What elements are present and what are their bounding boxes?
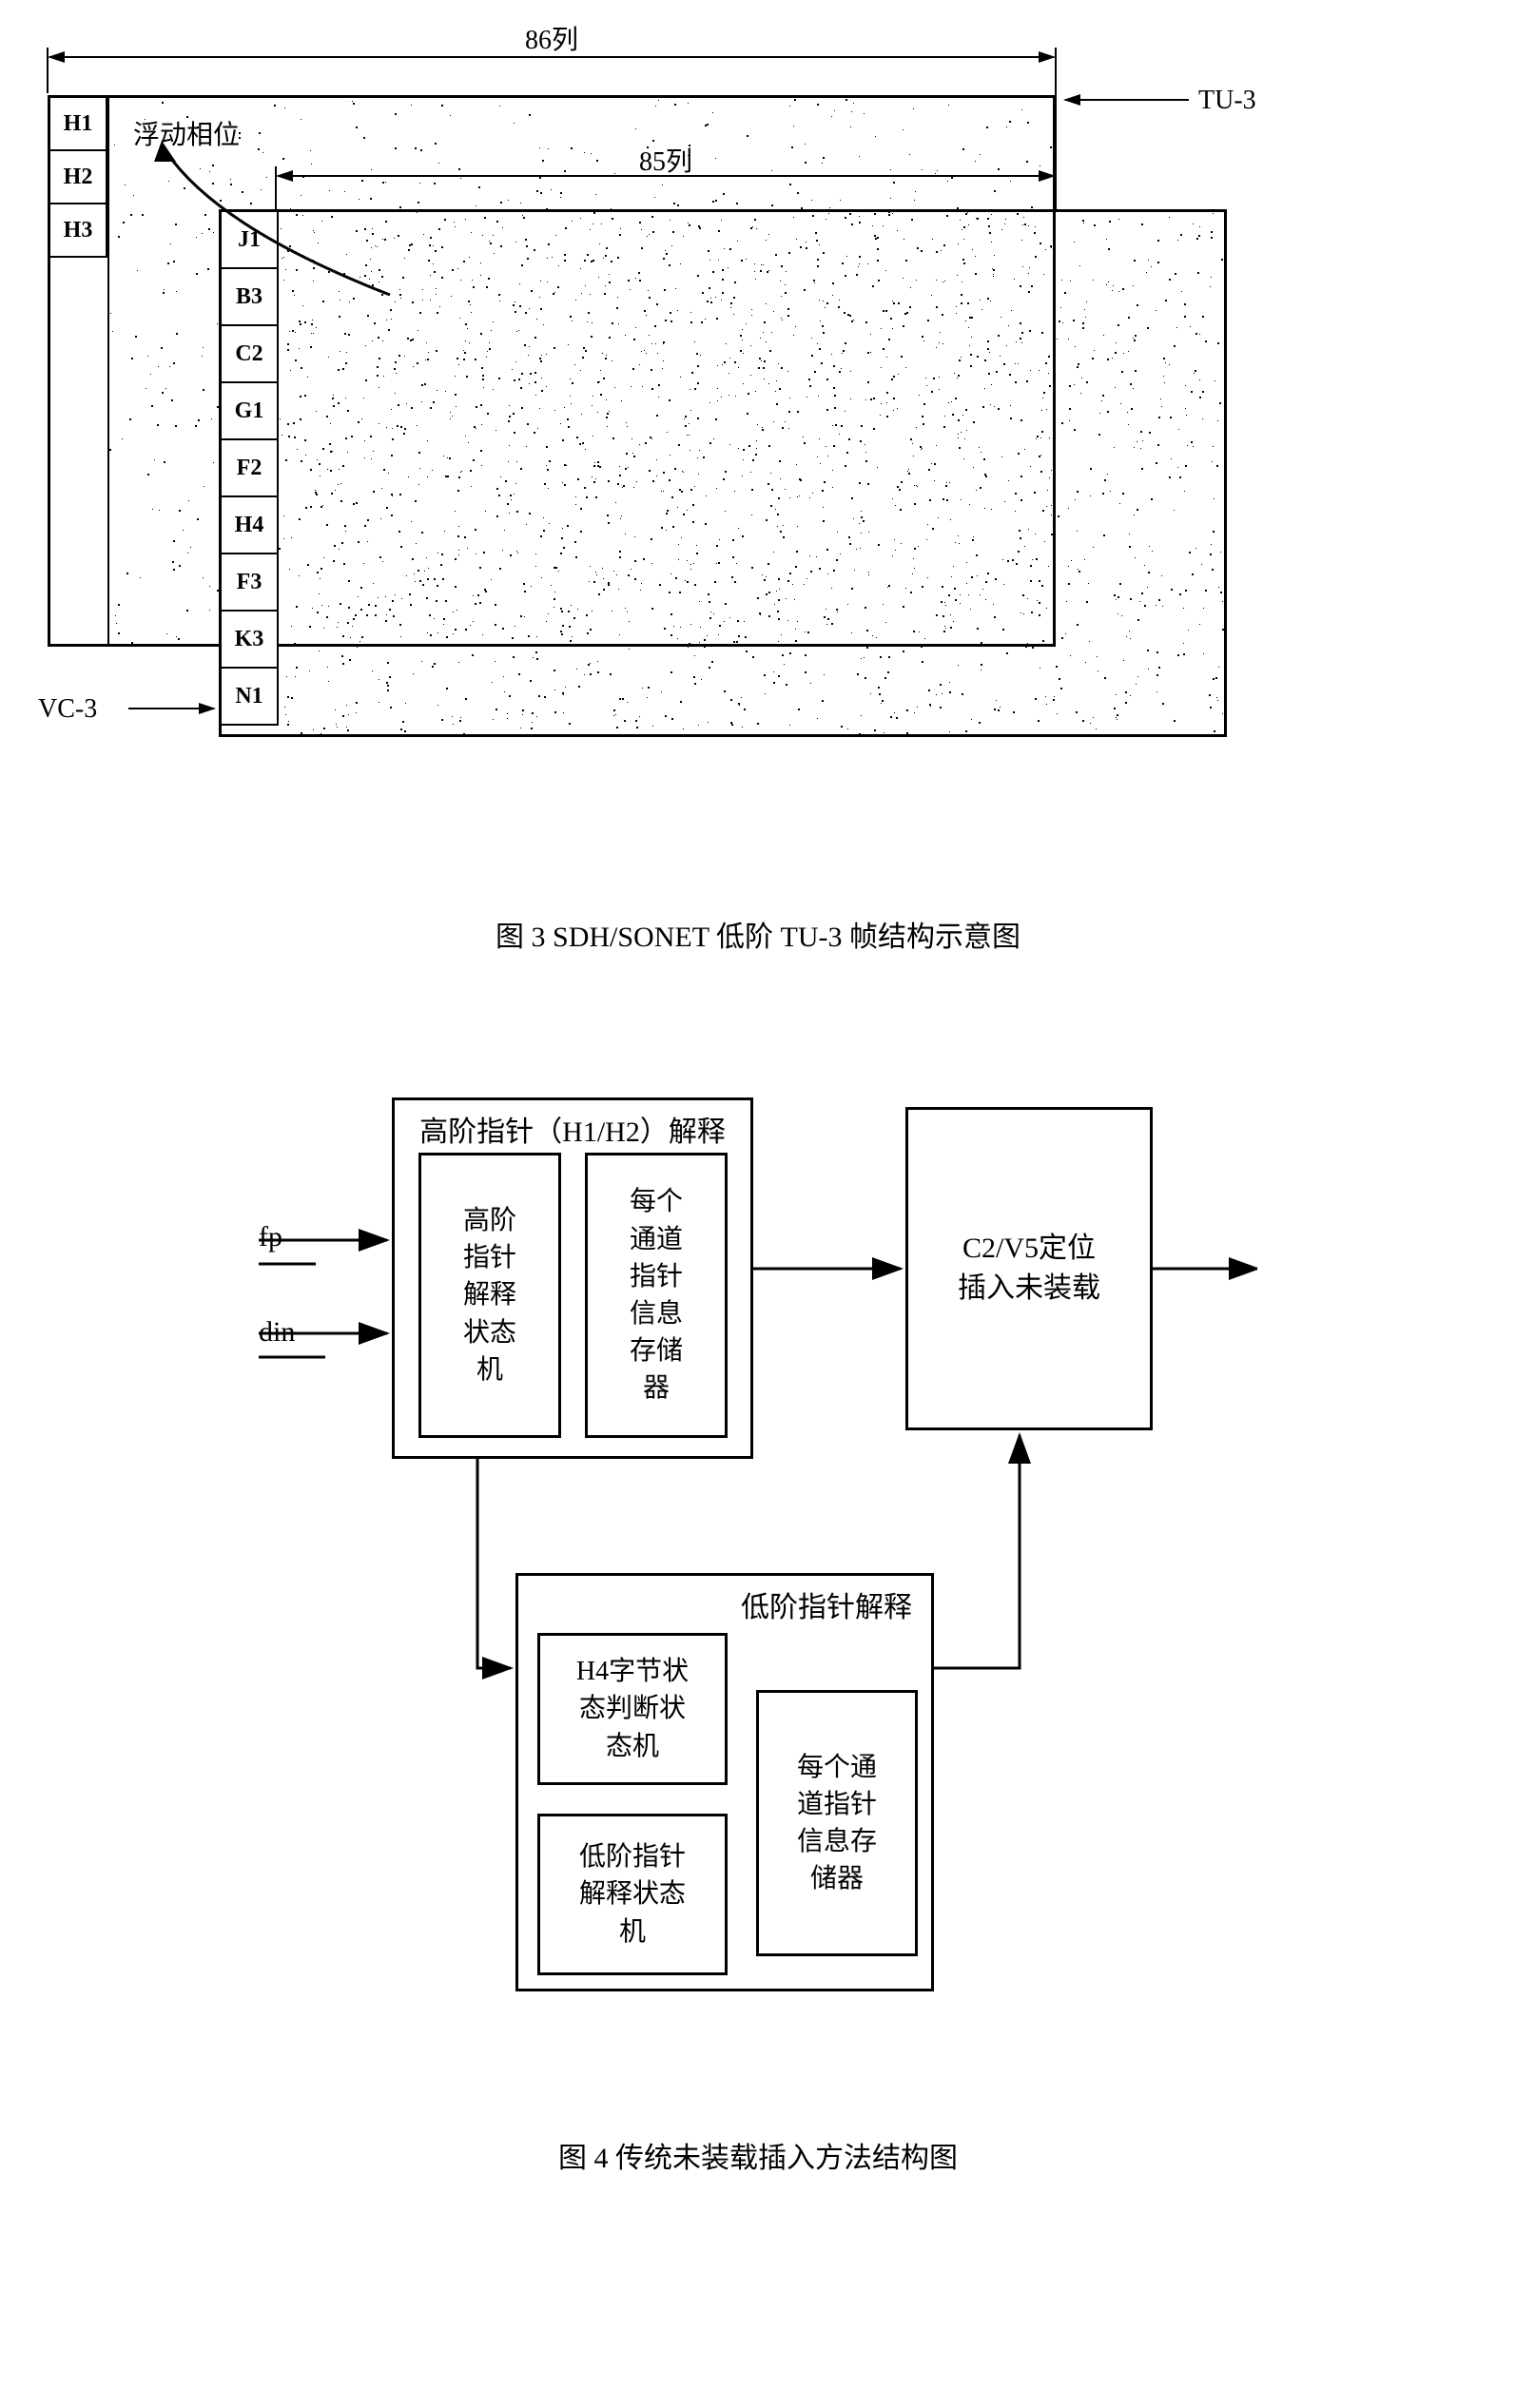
fig4-arrows [259,1078,1257,2125]
figure-3: 86列 85列 TU-3 VC-3 浮动相位 H1 H2 H3 J1 B3 C2… [29,29,1487,903]
figure-4: fp din 高阶指针（H1/H2）解释 高阶 指针 解释 状态 机 每个 通道… [259,1078,1257,2125]
fig4-caption: 图 4 传统未装载插入方法结构图 [259,2134,1257,2176]
fig3-arrows [29,29,1487,903]
fig3-caption: 图 3 SDH/SONET 低阶 TU-3 帧结构示意图 [29,913,1487,955]
